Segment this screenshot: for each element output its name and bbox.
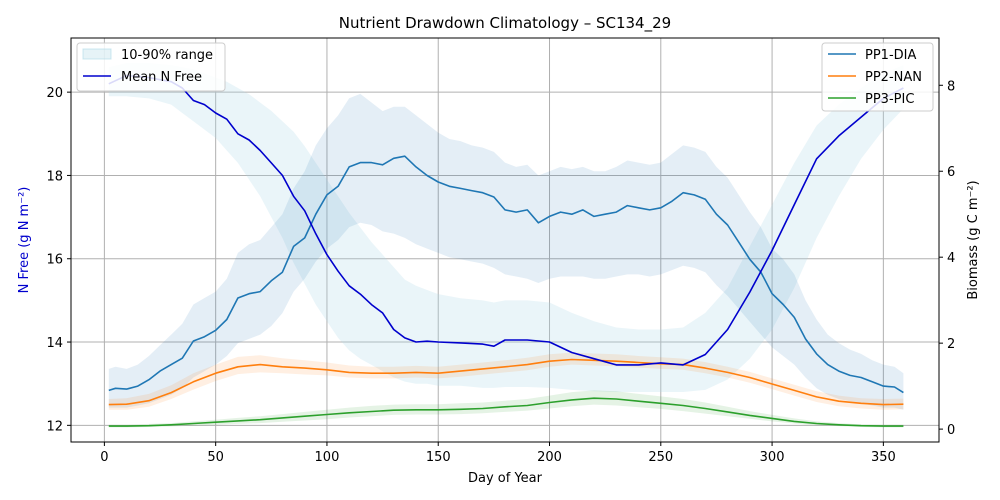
x-tick-label: 100 xyxy=(315,450,340,465)
y-right-tick-label: 6 xyxy=(947,165,955,180)
y-right-tick-label: 4 xyxy=(947,251,955,266)
band-pp2-nan xyxy=(108,352,904,410)
series-lines xyxy=(108,74,904,427)
x-tick-label: 350 xyxy=(871,450,896,465)
legend-right-box xyxy=(821,42,934,112)
y-right-tick-label: 8 xyxy=(947,79,955,94)
x-tick-label: 150 xyxy=(426,450,451,465)
x-tick-label: 50 xyxy=(207,450,224,465)
y-left-tick-label: 14 xyxy=(46,336,63,351)
plot-frame xyxy=(70,37,940,443)
legend-pp1-label: PP1-DIA xyxy=(865,48,916,63)
chart-title: Nutrient Drawdown Climatology – SC134_29 xyxy=(339,14,671,33)
y-left-tick-label: 12 xyxy=(46,419,63,434)
x-axis: 0 50 100 150 200 250 300 350 xyxy=(100,442,896,465)
y-right-tick-label: 0 xyxy=(947,423,955,438)
legend-nfree-label: Mean N Free xyxy=(121,70,202,85)
line-pp2-nan xyxy=(108,358,904,406)
x-tick-label: 250 xyxy=(648,450,673,465)
legend-pp3-label: PP3-PIC xyxy=(865,92,914,107)
y-left-tick-label: 16 xyxy=(46,253,63,268)
line-mean-n-free xyxy=(108,74,904,366)
y-left-tick-label: 20 xyxy=(46,86,63,101)
x-tick-label: 0 xyxy=(100,450,108,465)
legend-band-swatch xyxy=(82,48,112,60)
line-pp1-dia xyxy=(108,155,904,394)
legend-left-box xyxy=(76,42,226,92)
legend-band-label: 10-90% range xyxy=(121,48,213,63)
band-pp1-dia xyxy=(108,93,904,410)
band-pp3-pic xyxy=(108,390,904,428)
legend-right: PP1-DIA PP2-NAN PP3-PIC xyxy=(821,42,934,112)
legend-left: 10-90% range Mean N Free xyxy=(76,42,226,92)
y-axis-left-label: N Free (g N m⁻²) xyxy=(17,187,32,294)
y-axis-right: 0 2 4 6 8 xyxy=(939,79,955,438)
x-tick-label: 200 xyxy=(537,450,562,465)
y-left-tick-label: 18 xyxy=(46,169,63,184)
y-axis-right-label: Biomass (g C m⁻²) xyxy=(966,180,981,299)
x-axis-label: Day of Year xyxy=(468,471,543,486)
x-tick-label: 300 xyxy=(760,450,785,465)
y-axis-left: 12 14 16 18 20 xyxy=(46,86,71,434)
legend-pp2-label: PP2-NAN xyxy=(865,70,922,85)
line-pp3-pic xyxy=(108,397,904,427)
y-right-tick-label: 2 xyxy=(947,337,955,352)
